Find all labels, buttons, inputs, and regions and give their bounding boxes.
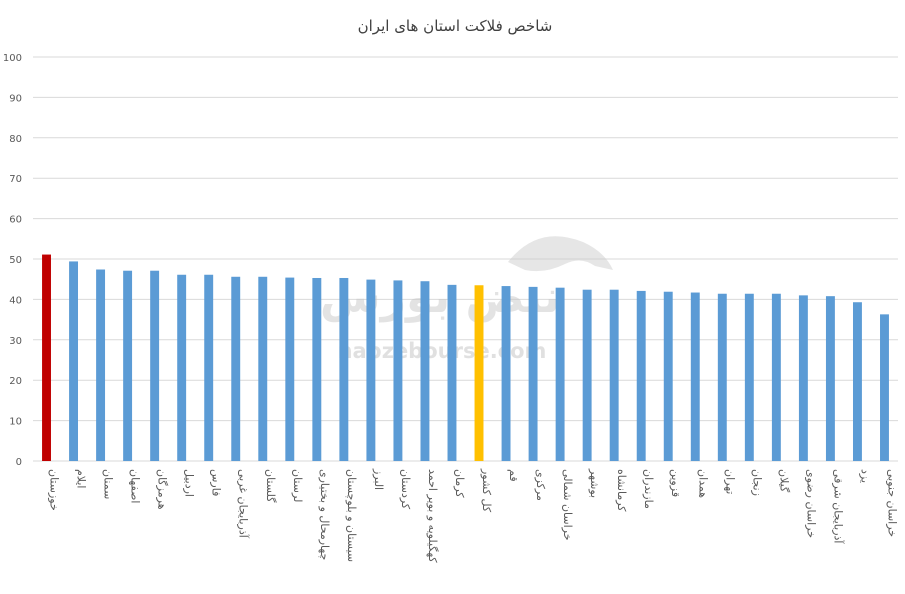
bar — [258, 276, 268, 461]
y-tick-label: 50 — [9, 255, 22, 266]
x-tick-label: گلستان — [264, 469, 277, 503]
bars — [42, 254, 889, 461]
x-tick-label: کرمان — [453, 469, 466, 498]
y-tick-label: 20 — [9, 376, 22, 387]
y-tick-label: 0 — [16, 457, 22, 468]
x-tick-label: اصفهان — [129, 469, 142, 503]
bar — [852, 302, 862, 461]
bar — [366, 279, 376, 461]
x-tick-label: البرز — [372, 468, 385, 490]
bar — [744, 293, 754, 461]
bar — [690, 292, 700, 461]
x-tick-label: گیلان — [777, 469, 790, 493]
bar — [528, 286, 538, 461]
y-tick-label: 40 — [9, 295, 22, 306]
bar — [393, 280, 403, 461]
gridlines — [33, 56, 898, 462]
bar — [123, 270, 133, 461]
x-tick-label: تهران — [723, 469, 736, 494]
x-tick-label: کل کشور — [480, 468, 493, 513]
bar — [798, 295, 808, 461]
y-axis-ticks: 0 10 20 30 40 50 60 70 80 90 100 — [3, 53, 22, 468]
x-tick-label: یزد — [858, 469, 871, 483]
x-tick-label: قم — [507, 469, 520, 482]
bar — [420, 281, 430, 461]
x-tick-label: کهگیلویه و بویر احمد — [426, 469, 439, 563]
bar — [771, 293, 781, 461]
x-tick-label: ایلام — [75, 469, 88, 489]
x-tick-label: همدان — [696, 469, 709, 498]
bar — [447, 284, 457, 461]
y-tick-label: 80 — [9, 134, 22, 145]
x-tick-label: سمنان — [102, 469, 115, 499]
x-tick-label: لرستان — [291, 469, 304, 502]
x-tick-label: کردستان — [399, 469, 412, 510]
x-tick-label: چهارمحال و بختیاری — [318, 469, 331, 560]
bar — [555, 287, 565, 461]
bar — [717, 293, 727, 461]
watermark-brand: نبض بورس — [320, 272, 560, 323]
x-tick-label: سیستان و بلوچستان — [345, 469, 358, 562]
bar — [204, 274, 214, 461]
bar — [825, 296, 835, 461]
y-tick-label: 70 — [9, 174, 22, 185]
x-tick-label: اردبیل — [183, 469, 196, 497]
bar — [96, 269, 106, 461]
x-tick-label: آذربایجان شرقی — [831, 469, 845, 544]
bar — [663, 291, 673, 461]
bar — [69, 261, 79, 461]
x-tick-label: زنجان — [750, 469, 763, 496]
bar — [582, 289, 592, 461]
bar — [150, 270, 160, 461]
x-tick-label: قزوین — [669, 469, 682, 497]
chart-title: شاخص فلاکت استان های ایران — [358, 17, 553, 35]
x-tick-label: مرکزی — [534, 469, 547, 501]
bar — [339, 277, 349, 461]
y-tick-label: 10 — [9, 417, 22, 428]
bar — [609, 289, 619, 461]
x-tick-label: آذربایجان غربی — [237, 469, 251, 539]
bar — [177, 274, 187, 461]
x-tick-label: خراسان شمالی — [561, 469, 574, 541]
bar — [231, 276, 241, 461]
y-tick-label: 60 — [9, 215, 22, 226]
bull-logo-icon — [508, 236, 613, 272]
y-tick-label: 30 — [9, 336, 22, 347]
x-tick-label: مازندران — [642, 469, 655, 509]
x-tick-label: خراسان رضوی — [804, 469, 817, 538]
x-axis-ticks: خوزستان ایلام سمنان اصفهان هرمزگان اردبیل فارس… — [48, 468, 899, 563]
bar — [501, 286, 511, 461]
x-tick-label: کرمانشاه — [615, 469, 628, 512]
x-tick-label: بوشهر — [588, 468, 601, 498]
bar — [42, 254, 51, 461]
bar — [636, 290, 646, 461]
bar — [880, 314, 889, 461]
y-tick-label: 100 — [3, 53, 22, 64]
bar — [312, 277, 322, 461]
y-tick-label: 90 — [9, 93, 22, 104]
x-tick-label: خوزستان — [48, 469, 61, 511]
x-tick-label: هرمزگان — [156, 469, 169, 510]
x-tick-label: فارس — [210, 469, 223, 496]
bar — [474, 285, 484, 461]
bar — [285, 277, 295, 461]
x-tick-label: خراسان جنوبی — [885, 469, 898, 537]
